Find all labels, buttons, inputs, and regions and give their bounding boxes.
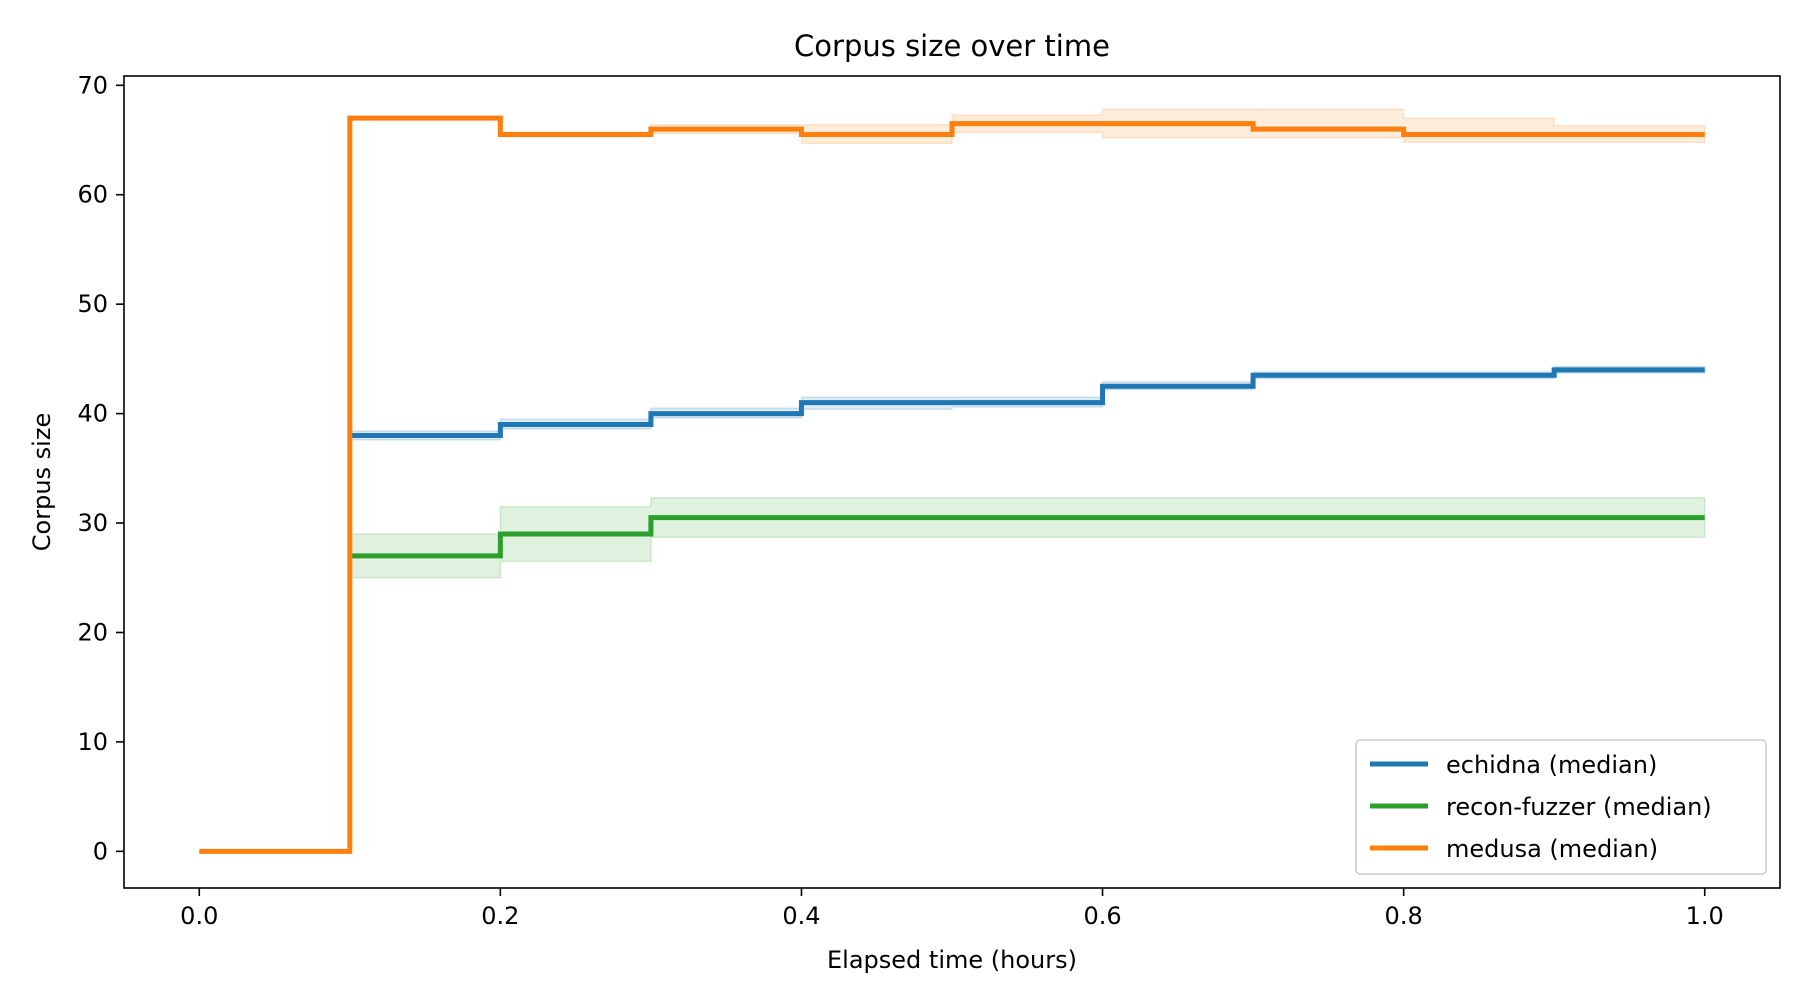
y-tick-label: 70 — [77, 71, 108, 99]
y-tick-label: 50 — [77, 290, 108, 318]
x-tick-label: 0.6 — [1083, 902, 1121, 930]
plot-frame — [123, 75, 1781, 889]
y-axis-label: Corpus size — [28, 413, 56, 551]
x-tick-label: 0.8 — [1385, 902, 1423, 930]
x-tick-label: 1.0 — [1686, 902, 1724, 930]
y-tick-label: 20 — [77, 618, 108, 646]
chart-title: Corpus size over time — [794, 29, 1110, 63]
y-axis: 0 10 20 30 40 50 60 70 — [77, 71, 124, 865]
legend-label: medusa (median) — [1446, 835, 1658, 863]
series-line — [349, 367, 1705, 438]
legend-label: recon-fuzzer (median) — [1446, 793, 1712, 821]
legend-label: echidna (median) — [1446, 751, 1657, 779]
y-tick-label: 60 — [77, 181, 108, 209]
x-tick-label: 0.0 — [180, 902, 218, 930]
series-line — [349, 515, 1705, 559]
series-line — [199, 115, 1705, 854]
legend-frame — [1355, 739, 1767, 875]
x-tick-label: 0.4 — [782, 902, 820, 930]
x-axis-label: Elapsed time (hours) — [827, 946, 1077, 974]
x-axis: 0.0 0.2 0.4 0.6 0.8 1.0 — [180, 888, 1724, 930]
y-tick-label: 40 — [77, 400, 108, 428]
y-tick-label: 0 — [93, 837, 108, 865]
lines-layer — [199, 115, 1705, 854]
x-tick-label: 0.2 — [481, 902, 519, 930]
y-tick-label: 30 — [77, 509, 108, 537]
legend: echidna (median) recon-fuzzer (median) med… — [1355, 739, 1767, 875]
y-tick-label: 10 — [77, 728, 108, 756]
